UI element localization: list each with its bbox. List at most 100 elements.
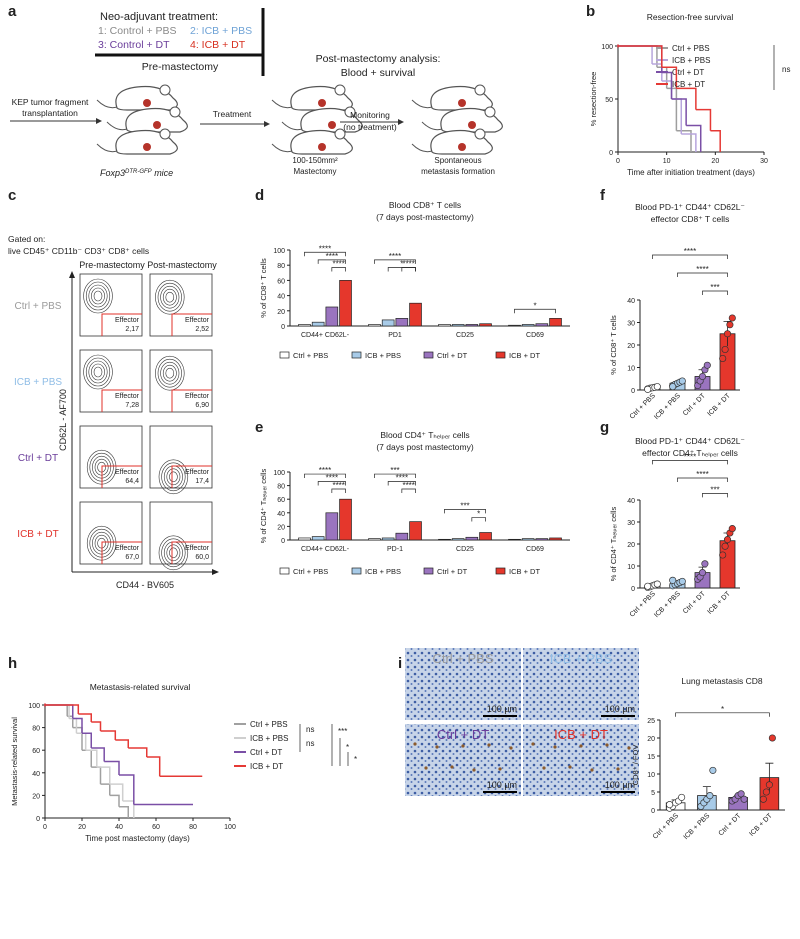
y-tick-label: 0 <box>651 808 655 815</box>
contour <box>169 547 178 559</box>
data-point <box>737 790 745 798</box>
survival-step <box>695 108 712 131</box>
bar <box>311 321 325 327</box>
data-point <box>721 345 729 354</box>
contour <box>162 288 177 306</box>
data-point <box>653 580 661 588</box>
x-tick-label: 10 <box>663 158 671 165</box>
panel-label: c <box>8 187 16 204</box>
significance-bracket <box>304 251 346 257</box>
arrow-head <box>212 569 219 575</box>
group-label: 1: Control + PBS <box>98 25 177 37</box>
y-tick-label: 60 <box>277 278 285 285</box>
stain-dot <box>542 766 546 770</box>
gate-value: 17,4 <box>195 478 209 485</box>
gate-title: Gated on: <box>8 234 45 244</box>
significance-bracket <box>374 473 416 479</box>
contour <box>162 364 177 382</box>
legend-label: Ctrl + DT <box>437 351 468 360</box>
panel-label: f <box>600 187 606 204</box>
x-tick-label: ICB + DT <box>748 812 774 838</box>
bar <box>535 323 549 327</box>
contour <box>160 285 180 309</box>
data-point <box>728 525 736 533</box>
significance-bracket <box>401 267 416 272</box>
y-axis-label: CD62L - AF700 <box>58 389 68 451</box>
stain-dot <box>605 743 609 747</box>
bar <box>381 319 395 327</box>
significance-bracket <box>304 473 346 479</box>
contour <box>166 544 181 562</box>
group-label: 3: Control + DT <box>98 39 170 51</box>
bar <box>508 538 521 541</box>
survival-step <box>661 66 678 89</box>
y-tick-label: 80 <box>277 484 285 491</box>
data-point <box>698 569 707 577</box>
chart-subtitle: effector CD4⁺ Tₕₑₗₚₑᵣ cells <box>642 448 738 458</box>
survival-step <box>686 124 702 152</box>
arrow-head <box>264 121 270 127</box>
survival-step <box>119 805 129 818</box>
stain-dot <box>509 746 513 750</box>
data-point <box>644 582 652 590</box>
survival-step <box>109 783 124 802</box>
stain-dot <box>627 746 631 750</box>
contour <box>161 462 186 492</box>
group-label: 4: ICB + DT <box>190 39 246 51</box>
contour <box>157 282 182 312</box>
flow-plot <box>149 425 213 489</box>
significance-label: **** <box>684 452 696 461</box>
monitoring-label: (no treatment) <box>343 122 397 132</box>
y-tick-label: 0 <box>36 816 40 823</box>
gate-value: 2,17 <box>125 326 139 333</box>
survival-step <box>618 45 663 73</box>
y-tick-label: 10 <box>647 772 655 779</box>
arrow-head <box>398 119 404 125</box>
data-point <box>719 354 727 363</box>
y-tick-label: 60 <box>277 497 285 504</box>
y-tick-label: 0 <box>281 538 285 545</box>
data-point <box>678 377 686 385</box>
row-label: ICB + PBS <box>14 377 62 388</box>
panel-label: d <box>255 187 264 204</box>
image-label: ICB + DT <box>554 727 608 742</box>
monitoring-label: Monitoring <box>350 110 390 120</box>
data-point <box>666 801 674 809</box>
survival-step <box>100 783 111 796</box>
treatment-label: Treatment <box>213 109 252 119</box>
x-tick-label: Ctrl + DT <box>718 812 743 837</box>
contour <box>91 287 105 305</box>
survival-step <box>104 760 120 776</box>
bar <box>549 537 562 541</box>
gate-value: 64,4 <box>125 478 139 485</box>
significance-label: *** <box>460 501 469 510</box>
y-tick-label: 0 <box>281 324 285 331</box>
x-tick-label: 40 <box>115 824 123 831</box>
significance-label: ns <box>306 725 314 734</box>
y-tick-label: 25 <box>647 718 655 725</box>
gate <box>171 389 212 412</box>
survival-step <box>618 45 653 65</box>
contour <box>88 284 108 308</box>
legend-label: ICB + DT <box>509 567 540 576</box>
scale-label: 100 µm <box>605 780 635 790</box>
significance-bracket <box>675 712 770 717</box>
bar <box>451 538 465 541</box>
y-tick-label: 80 <box>277 263 285 270</box>
data-point <box>726 321 734 329</box>
chart-title: Blood PD-1⁺ CD44⁺ CD62L⁻ <box>635 436 745 446</box>
gate <box>171 313 212 336</box>
mouse <box>421 106 503 133</box>
bar <box>311 536 325 541</box>
significance-label: **** <box>402 481 414 490</box>
x-axis-label: Time post mastectomy (days) <box>85 834 190 843</box>
y-tick-label: 10 <box>627 564 635 571</box>
y-axis-label: % of CD8⁺ T cells <box>259 258 268 318</box>
stain-dot <box>568 765 572 769</box>
x-tick-label: PD-1 <box>387 546 403 553</box>
legend-label: Ctrl + PBS <box>250 720 288 729</box>
x-tick-label: 20 <box>711 158 719 165</box>
contour <box>85 281 111 311</box>
x-tick-label: CD69 <box>526 332 544 339</box>
contour <box>93 290 103 302</box>
